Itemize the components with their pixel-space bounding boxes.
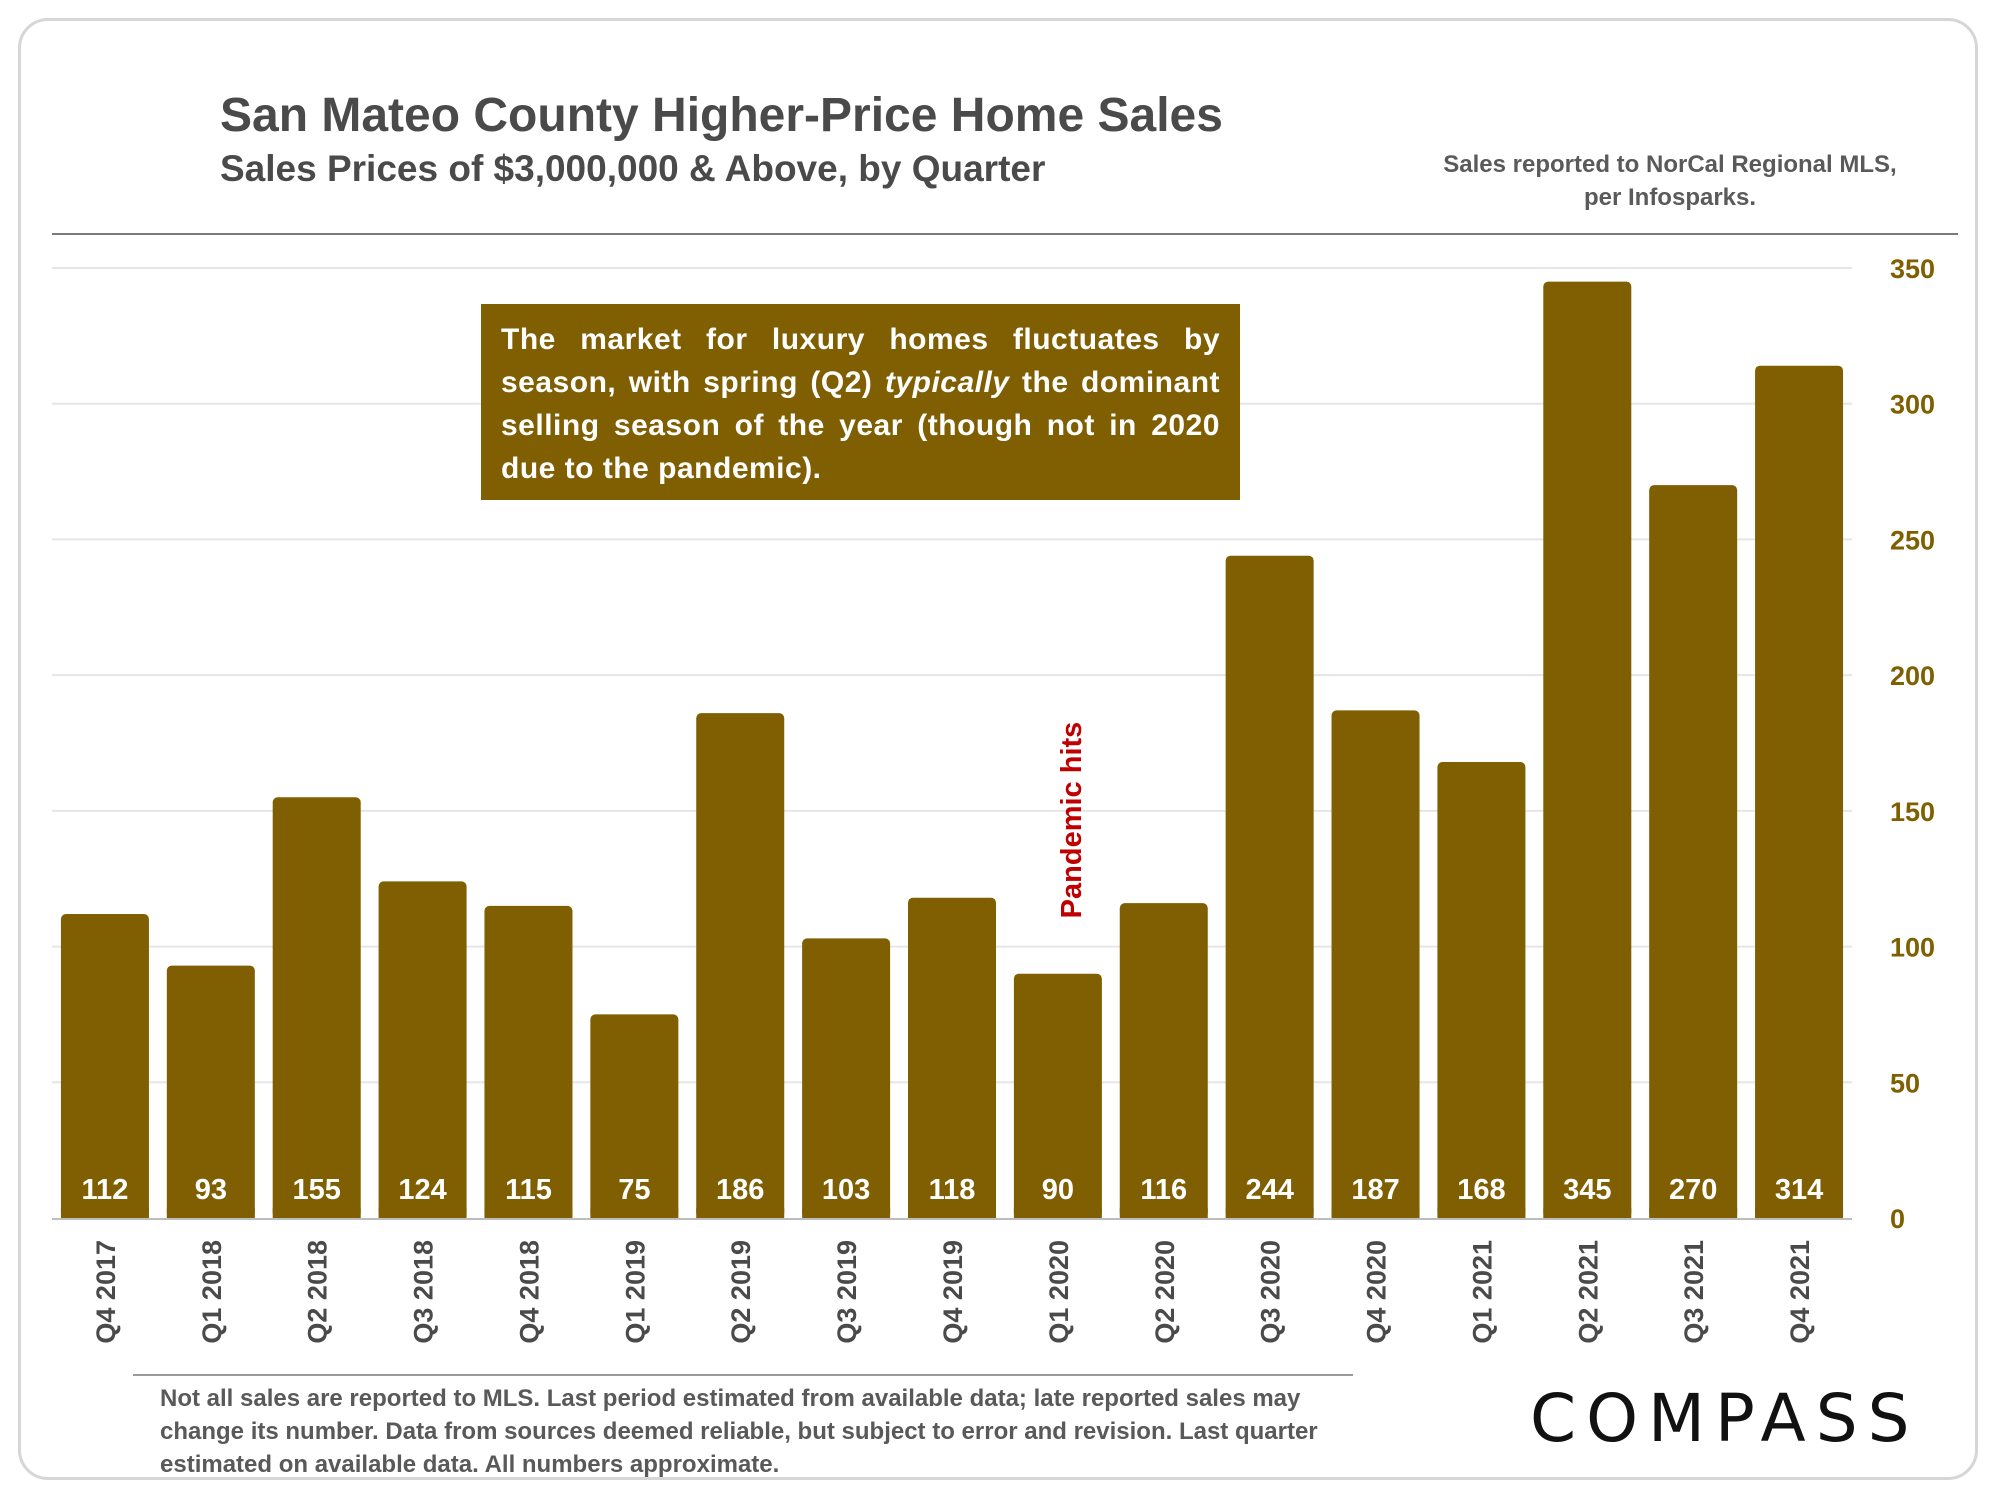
bar-value-label: 93 xyxy=(195,1174,227,1206)
x-tick-label: Q1 2018 xyxy=(197,1240,227,1344)
y-tick-label: 50 xyxy=(1890,1068,1920,1098)
bar-value-label: 186 xyxy=(716,1174,764,1206)
x-tick-label: Q1 2021 xyxy=(1467,1240,1497,1344)
y-tick-label: 300 xyxy=(1890,390,1935,420)
bar-value-label: 314 xyxy=(1775,1174,1823,1206)
x-tick-label: Q4 2019 xyxy=(938,1240,968,1344)
x-tick-label: Q4 2020 xyxy=(1362,1240,1392,1344)
bar xyxy=(272,797,361,1218)
bar-value-label: 118 xyxy=(929,1174,976,1206)
bar-base xyxy=(908,1208,996,1218)
bar xyxy=(1331,710,1420,1218)
callout-text-part1: The market for luxury homes fluctuates b… xyxy=(501,323,1220,399)
bar-value-label: 168 xyxy=(1457,1174,1505,1206)
bar xyxy=(696,713,785,1218)
bar xyxy=(378,881,467,1218)
bar-base xyxy=(166,1208,255,1218)
compass-logo: COMPASS xyxy=(1530,1380,1920,1457)
bar-value-label: 124 xyxy=(398,1174,446,1206)
y-tick-label: 100 xyxy=(1890,933,1935,963)
x-tick-label: Q3 2018 xyxy=(409,1240,439,1344)
chart-title: San Mateo County Higher-Price Home Sales xyxy=(220,89,1223,142)
y-tick-label: 350 xyxy=(1890,254,1935,284)
x-tick-label: Q2 2021 xyxy=(1573,1240,1603,1344)
bar-value-label: 155 xyxy=(293,1174,341,1206)
bar-value-label: 103 xyxy=(822,1174,870,1206)
x-tick-label: Q2 2019 xyxy=(726,1240,756,1344)
bar xyxy=(908,897,996,1218)
bar xyxy=(1013,973,1102,1218)
bar-base xyxy=(1013,1208,1102,1218)
x-tick-label: Q3 2021 xyxy=(1679,1240,1709,1344)
pandemic-annotation: Pandemic hits xyxy=(1056,722,1088,919)
y-tick-label: 150 xyxy=(1890,797,1935,827)
bar-value-label: 270 xyxy=(1669,1174,1717,1206)
x-tick-label: Q4 2018 xyxy=(514,1240,544,1344)
x-tick-label: Q2 2018 xyxy=(303,1240,333,1344)
source-note: Sales reported to NorCal Regional MLS, p… xyxy=(1443,151,1897,211)
bar-value-label: 112 xyxy=(82,1174,129,1206)
x-tick-label: Q1 2020 xyxy=(1044,1240,1074,1344)
bar xyxy=(1119,903,1208,1218)
bar xyxy=(1755,365,1844,1218)
y-tick-label: 250 xyxy=(1890,525,1935,555)
x-tick-label: Q1 2019 xyxy=(620,1240,650,1344)
bar xyxy=(1437,762,1526,1218)
callout-emphasis: typically xyxy=(884,366,1010,399)
bar xyxy=(802,938,891,1218)
bar-value-label: 187 xyxy=(1351,1174,1399,1206)
bar-base xyxy=(1331,1208,1420,1218)
bar-value-label: 90 xyxy=(1042,1174,1074,1206)
bar-base xyxy=(802,1208,891,1218)
footnote: Not all sales are reported to MLS. Last … xyxy=(160,1385,1318,1478)
bar-base xyxy=(590,1208,679,1218)
bar-base xyxy=(60,1208,149,1218)
footnote-divider xyxy=(133,1374,1353,1376)
bar xyxy=(590,1014,679,1218)
bar xyxy=(1225,555,1314,1218)
bar xyxy=(60,914,149,1218)
bar-value-label: 116 xyxy=(1140,1174,1187,1206)
bar-base xyxy=(1649,1208,1738,1218)
bar-base xyxy=(1225,1208,1314,1218)
bar-value-label: 345 xyxy=(1563,1174,1611,1206)
y-tick-label: 200 xyxy=(1890,661,1935,691)
bar-base xyxy=(1543,1208,1632,1218)
bar-base xyxy=(696,1208,785,1218)
y-tick-label: 0 xyxy=(1890,1204,1905,1234)
x-tick-label: Q2 2020 xyxy=(1150,1240,1180,1344)
bar xyxy=(484,905,573,1218)
bar xyxy=(1649,485,1738,1219)
x-tick-label: Q3 2020 xyxy=(1256,1240,1286,1344)
bar-base xyxy=(1755,1208,1844,1218)
bar-base xyxy=(484,1208,573,1218)
bar-base xyxy=(1119,1208,1208,1218)
x-tick-label: Q4 2021 xyxy=(1785,1240,1815,1344)
callout-box: The market for luxury homes fluctuates b… xyxy=(481,304,1240,500)
bar-base xyxy=(378,1208,467,1218)
callout-text-part2: the dominant selling season of the year … xyxy=(501,366,1221,485)
x-tick-label: Q4 2017 xyxy=(91,1240,121,1344)
bar-value-label: 244 xyxy=(1245,1174,1293,1206)
chart-subtitle: Sales Prices of $3,000,000 & Above, by Q… xyxy=(220,148,1046,189)
bar xyxy=(166,965,255,1218)
bar-base xyxy=(1437,1208,1526,1218)
bar-value-label: 75 xyxy=(618,1174,650,1206)
header-divider xyxy=(52,233,1958,235)
bar xyxy=(1543,281,1632,1219)
bar-value-label: 115 xyxy=(505,1174,552,1206)
x-tick-label: Q3 2019 xyxy=(832,1240,862,1344)
bar-base xyxy=(272,1208,361,1218)
